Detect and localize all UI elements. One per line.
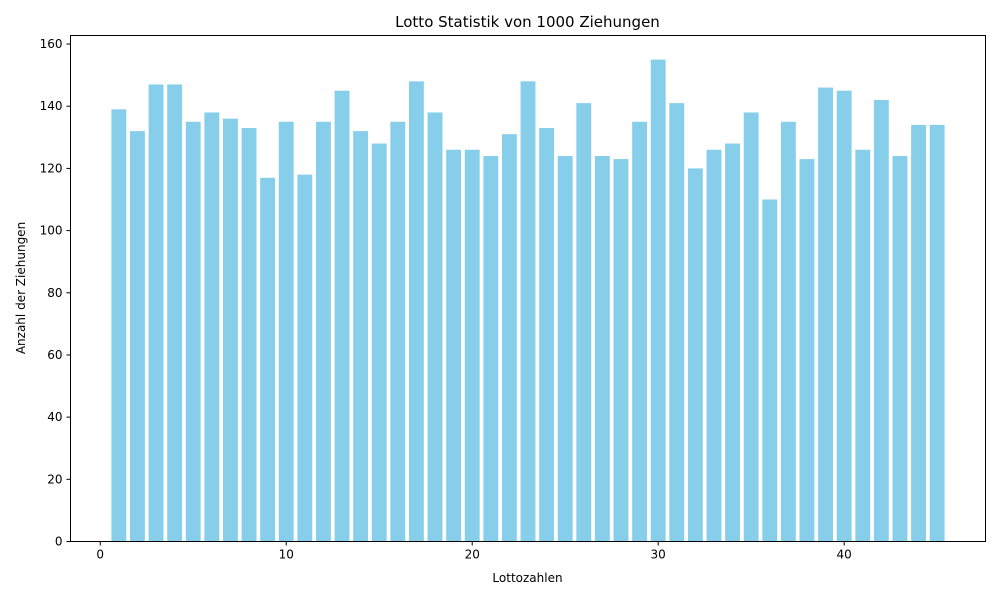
bar-12: [315, 121, 331, 542]
x-axis-ticks: 0 10 20 30 40: [96, 541, 852, 562]
y-tick-label: 160: [40, 37, 63, 51]
bars-group: [111, 59, 945, 542]
bar-22: [501, 134, 517, 542]
bar-23: [520, 81, 536, 542]
bar-9: [260, 177, 276, 542]
bar-21: [483, 155, 499, 542]
bar-4: [167, 84, 183, 542]
bar-42: [873, 100, 889, 542]
y-axis-label: Anzahl der Ziehungen: [14, 222, 28, 354]
bar-10: [278, 121, 294, 542]
y-tick-label: 0: [55, 535, 63, 549]
bar-31: [669, 103, 685, 542]
bar-17: [408, 81, 424, 542]
bar-36: [762, 199, 778, 542]
bar-18: [427, 112, 443, 542]
bar-44: [911, 124, 926, 542]
bar-15: [371, 143, 387, 542]
bar-32: [687, 168, 703, 542]
bar-28: [613, 159, 629, 542]
x-tick-label: 20: [465, 548, 480, 562]
bar-35: [743, 112, 759, 542]
bar-24: [539, 127, 555, 542]
bar-29: [632, 121, 648, 542]
bar-7: [223, 118, 238, 542]
y-tick-label: 120: [40, 161, 63, 175]
bar-20: [464, 149, 480, 542]
bar-41: [855, 149, 871, 542]
x-tick-label: 30: [651, 548, 666, 562]
bar-3: [148, 84, 164, 542]
bar-45: [929, 124, 945, 542]
bar-37: [780, 121, 796, 542]
y-tick-label: 140: [40, 99, 63, 113]
bar-34: [725, 143, 741, 542]
y-tick-label: 20: [47, 472, 62, 486]
y-tick-label: 40: [47, 410, 62, 424]
bar-27: [594, 155, 610, 542]
bar-38: [799, 159, 815, 542]
y-axis-ticks: 0 20 40 60 80 100 120 140 160: [40, 37, 71, 549]
bar-6: [204, 112, 220, 542]
chart-title: Lotto Statistik von 1000 Ziehungen: [395, 13, 660, 31]
bar-33: [706, 149, 722, 542]
bar-19: [446, 149, 462, 542]
bar-26: [576, 103, 592, 542]
y-tick-label: 60: [47, 348, 62, 362]
bar-14: [353, 131, 369, 542]
y-tick-label: 80: [47, 286, 62, 300]
x-tick-label: 40: [837, 548, 852, 562]
bar-11: [297, 174, 313, 542]
x-tick-label: 10: [279, 548, 294, 562]
bar-40: [836, 90, 852, 542]
bar-25: [557, 155, 573, 542]
plot-frame: [70, 35, 986, 542]
bar-2: [130, 131, 145, 542]
bar-30: [650, 59, 666, 542]
bar-1: [111, 109, 127, 542]
x-axis-label: Lottozahlen: [492, 571, 562, 585]
x-tick-label: 0: [96, 548, 104, 562]
y-tick-label: 100: [40, 224, 63, 238]
bar-39: [818, 87, 833, 542]
bar-5: [185, 121, 201, 542]
bar-8: [241, 127, 257, 542]
bar-13: [334, 90, 350, 542]
bar-43: [892, 155, 908, 542]
bar-16: [390, 121, 406, 542]
